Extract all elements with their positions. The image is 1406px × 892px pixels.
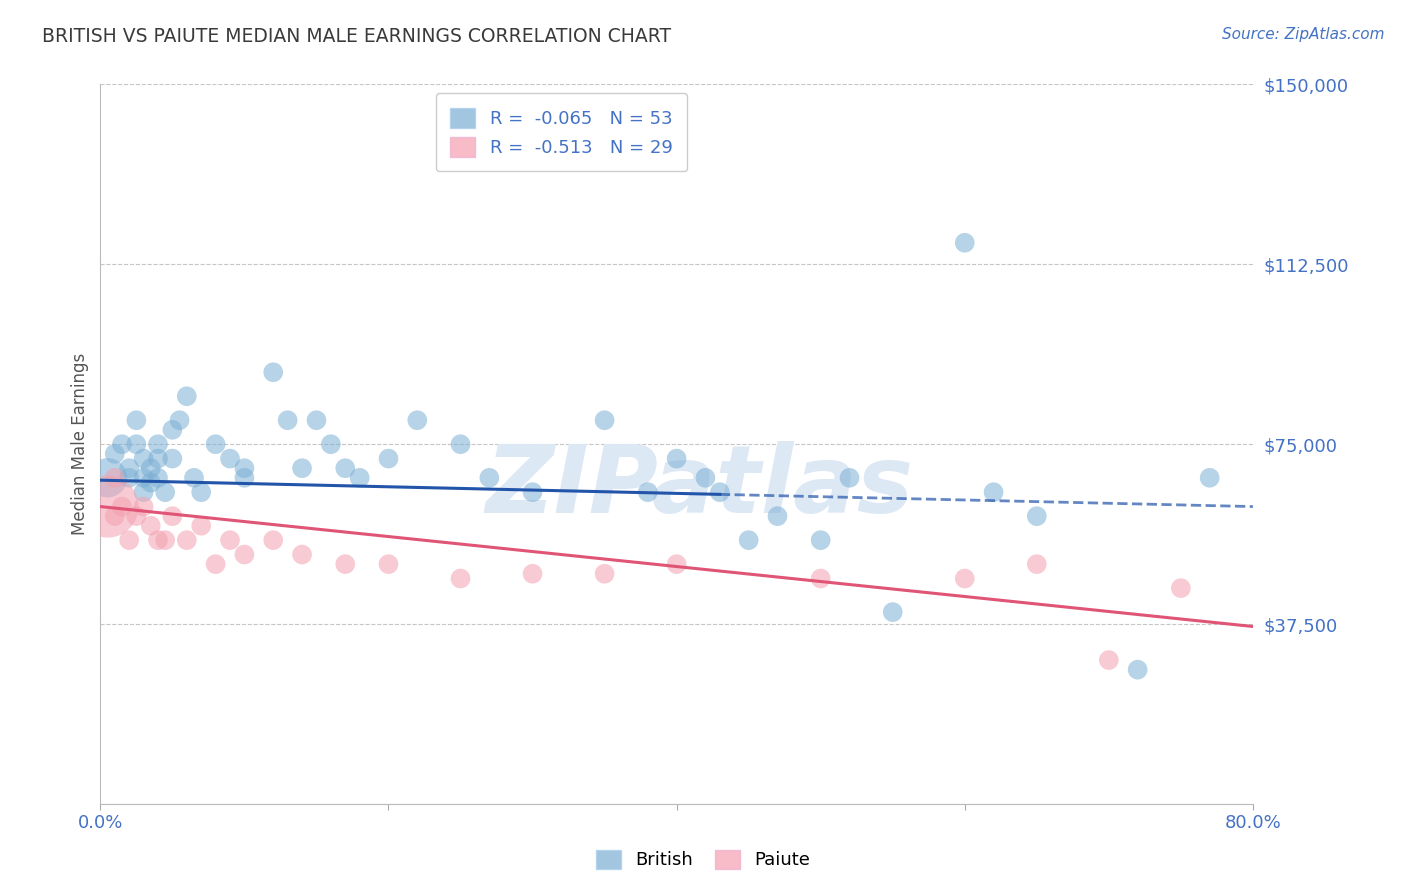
Point: [125, 509, 148, 524]
Point: [162, 423, 184, 437]
Point: [111, 500, 134, 514]
Point: [104, 447, 127, 461]
Point: [104, 509, 127, 524]
Point: [1098, 653, 1121, 667]
Point: [176, 533, 198, 548]
Point: [450, 437, 472, 451]
Point: [111, 437, 134, 451]
Text: ZIPatlas: ZIPatlas: [485, 442, 914, 533]
Point: [291, 461, 314, 475]
Point: [204, 557, 226, 571]
Point: [349, 471, 371, 485]
Point: [139, 518, 162, 533]
Point: [593, 413, 616, 427]
Point: [146, 533, 169, 548]
Point: [262, 365, 284, 379]
Point: [695, 471, 717, 485]
Point: [665, 451, 688, 466]
Point: [953, 572, 976, 586]
Point: [709, 485, 731, 500]
Point: [335, 557, 357, 571]
Point: [1126, 663, 1149, 677]
Point: [96, 500, 118, 514]
Point: [132, 451, 155, 466]
Point: [1025, 557, 1047, 571]
Point: [522, 566, 544, 581]
Point: [139, 461, 162, 475]
Point: [478, 471, 501, 485]
Point: [146, 451, 169, 466]
Point: [1198, 471, 1220, 485]
Point: [319, 437, 342, 451]
Point: [335, 461, 357, 475]
Point: [125, 413, 148, 427]
Point: [233, 471, 256, 485]
Point: [139, 475, 162, 490]
Point: [153, 485, 176, 500]
Point: [1170, 581, 1192, 595]
Point: [162, 509, 184, 524]
Text: BRITISH VS PAIUTE MEDIAN MALE EARNINGS CORRELATION CHART: BRITISH VS PAIUTE MEDIAN MALE EARNINGS C…: [42, 27, 671, 45]
Point: [406, 413, 429, 427]
Point: [450, 572, 472, 586]
Point: [169, 413, 191, 427]
Point: [838, 471, 860, 485]
Point: [377, 557, 399, 571]
Point: [377, 451, 399, 466]
Point: [104, 471, 127, 485]
Point: [204, 437, 226, 451]
Point: [983, 485, 1005, 500]
Legend: R =  -0.065   N = 53, R =  -0.513   N = 29: R = -0.065 N = 53, R = -0.513 N = 29: [436, 94, 688, 171]
Point: [522, 485, 544, 500]
Point: [176, 389, 198, 403]
Point: [291, 548, 314, 562]
Text: Source: ZipAtlas.com: Source: ZipAtlas.com: [1222, 27, 1385, 42]
Point: [96, 471, 118, 485]
Point: [882, 605, 904, 619]
Point: [132, 485, 155, 500]
Point: [810, 572, 832, 586]
Legend: British, Paiute: British, Paiute: [586, 840, 820, 879]
Point: [737, 533, 759, 548]
Point: [665, 557, 688, 571]
Point: [125, 437, 148, 451]
Point: [183, 471, 205, 485]
Point: [118, 461, 141, 475]
Point: [637, 485, 659, 500]
Point: [1025, 509, 1047, 524]
Point: [810, 533, 832, 548]
Point: [146, 437, 169, 451]
Point: [219, 451, 242, 466]
Point: [118, 471, 141, 485]
Point: [766, 509, 789, 524]
Point: [593, 566, 616, 581]
Y-axis label: Median Male Earnings: Median Male Earnings: [72, 353, 89, 535]
Point: [305, 413, 328, 427]
Point: [233, 548, 256, 562]
Point: [132, 500, 155, 514]
Point: [277, 413, 299, 427]
Point: [190, 485, 212, 500]
Point: [118, 533, 141, 548]
Point: [262, 533, 284, 548]
Point: [132, 471, 155, 485]
Point: [153, 533, 176, 548]
Point: [219, 533, 242, 548]
Point: [146, 471, 169, 485]
Point: [233, 461, 256, 475]
Point: [953, 235, 976, 250]
Point: [162, 451, 184, 466]
Point: [190, 518, 212, 533]
